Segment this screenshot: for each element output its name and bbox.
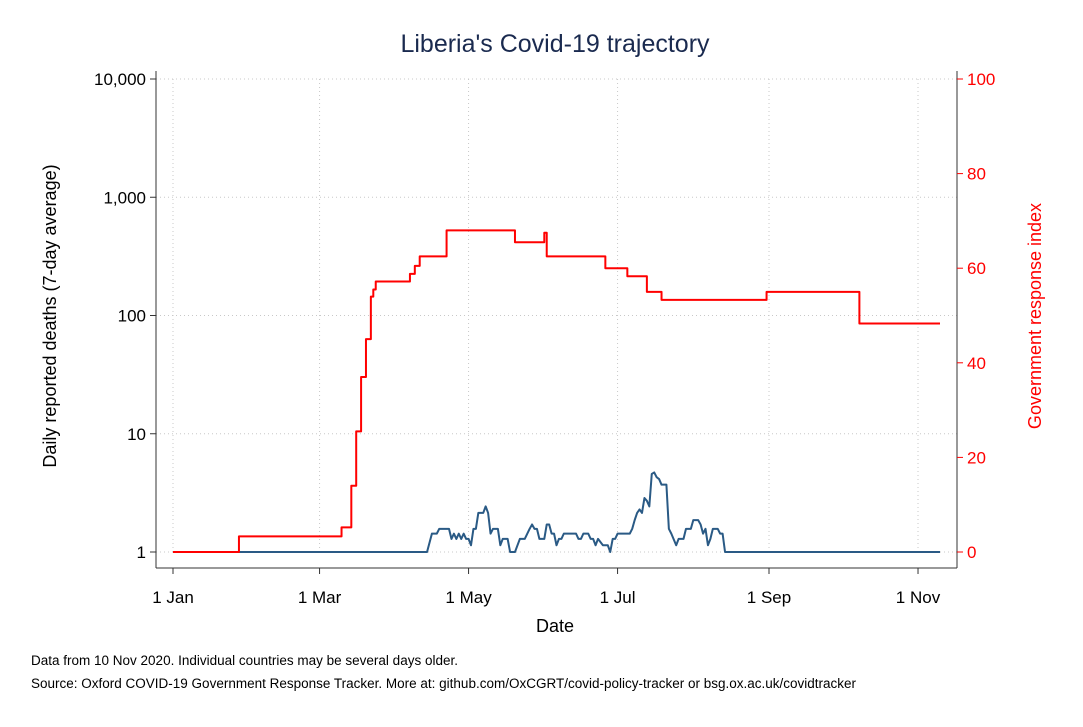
- y-right-tick-label: 40: [967, 354, 986, 373]
- y-right-tick-label: 60: [967, 259, 986, 278]
- data-note: Data from 10 Nov 2020. Individual countr…: [31, 653, 458, 668]
- x-tick-label: 1 Jul: [600, 588, 636, 607]
- series: [173, 229, 940, 553]
- x-tick-label: 1 Sep: [747, 588, 791, 607]
- y-left-tick-label: 10: [127, 425, 146, 444]
- y-right-tick-label: 0: [967, 543, 976, 562]
- y-right-tick-label: 80: [967, 165, 986, 184]
- y-axis-left-label: Daily reported deaths (7-day average): [40, 164, 60, 467]
- axes: 1 10 100 1,000 10,000 0 20 40 60 80 100 1 Jan 1 Mar 1…: [94, 70, 995, 607]
- y-left-tick-label: 10,000: [94, 70, 146, 89]
- chart-title: Liberia's Covid-19 trajectory: [400, 30, 710, 58]
- x-tick-label: 1 Mar: [298, 588, 342, 607]
- x-tick-label: 1 Jan: [152, 588, 194, 607]
- x-axis-label: Date: [536, 616, 574, 636]
- source-note: Source: Oxford COVID-19 Government Respo…: [31, 676, 857, 691]
- grid: [156, 78, 957, 553]
- y-left-tick-label: 100: [118, 307, 146, 326]
- y-right-tick-label: 100: [967, 70, 995, 89]
- y-right-tick-label: 20: [967, 448, 986, 467]
- x-tick-label: 1 May: [445, 588, 492, 607]
- y-left-tick-label: 1: [137, 543, 146, 562]
- deaths-series-line: [173, 471, 940, 553]
- x-tick-label: 1 Nov: [896, 588, 941, 607]
- response-index-series-line: [173, 229, 940, 553]
- y-left-tick-label: 1,000: [103, 188, 146, 207]
- y-axis-right-label: Government response index: [1025, 203, 1045, 429]
